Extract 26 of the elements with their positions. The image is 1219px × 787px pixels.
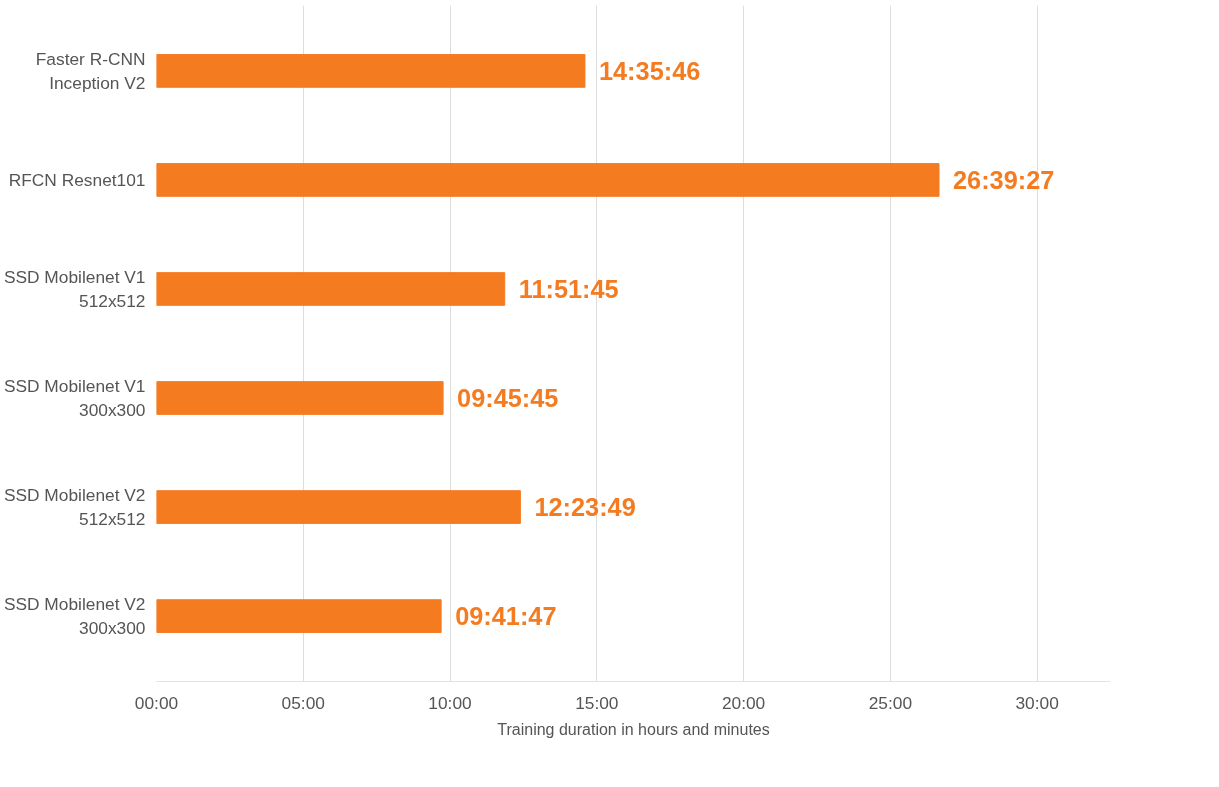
y-tick-label: SSD Mobilenet V2 300x300: [3, 594, 146, 639]
y-tick-label: SSD Mobilenet V2 512x512: [3, 485, 146, 530]
data-label: 11:51:45: [518, 274, 619, 303]
x-tick-label: 05:00: [281, 692, 325, 713]
x-tick-label: 25:00: [868, 692, 913, 713]
bar: [156, 54, 586, 88]
data-label: 09:41:47: [455, 602, 557, 631]
bar: [156, 272, 506, 306]
data-label: 12:23:49: [534, 493, 636, 522]
x-tick-label: 00:00: [134, 692, 179, 713]
x-axis-title: Training duration in hours and minutes: [497, 720, 770, 738]
x-tick-label: 30:00: [1015, 692, 1059, 713]
bar: [156, 381, 444, 415]
x-tick-label: 15:00: [575, 692, 619, 713]
bar: [156, 599, 442, 633]
y-tick-label: Faster R-CNN Inception V2: [35, 48, 146, 93]
x-tick-label: 10:00: [428, 692, 472, 713]
data-label: 14:35:46: [598, 56, 701, 85]
y-tick-label: RFCN Resnet101: [8, 169, 146, 190]
y-tick-label: SSD Mobilenet V1 300x300: [3, 376, 146, 421]
x-tick-label: 20:00: [721, 692, 766, 713]
data-label: 26:39:27: [953, 165, 1055, 194]
y-tick-label: SSD Mobilenet V1 512x512: [3, 266, 146, 311]
bar: [156, 163, 940, 197]
data-label: 09:45:45: [457, 384, 559, 413]
bar: [156, 490, 521, 524]
